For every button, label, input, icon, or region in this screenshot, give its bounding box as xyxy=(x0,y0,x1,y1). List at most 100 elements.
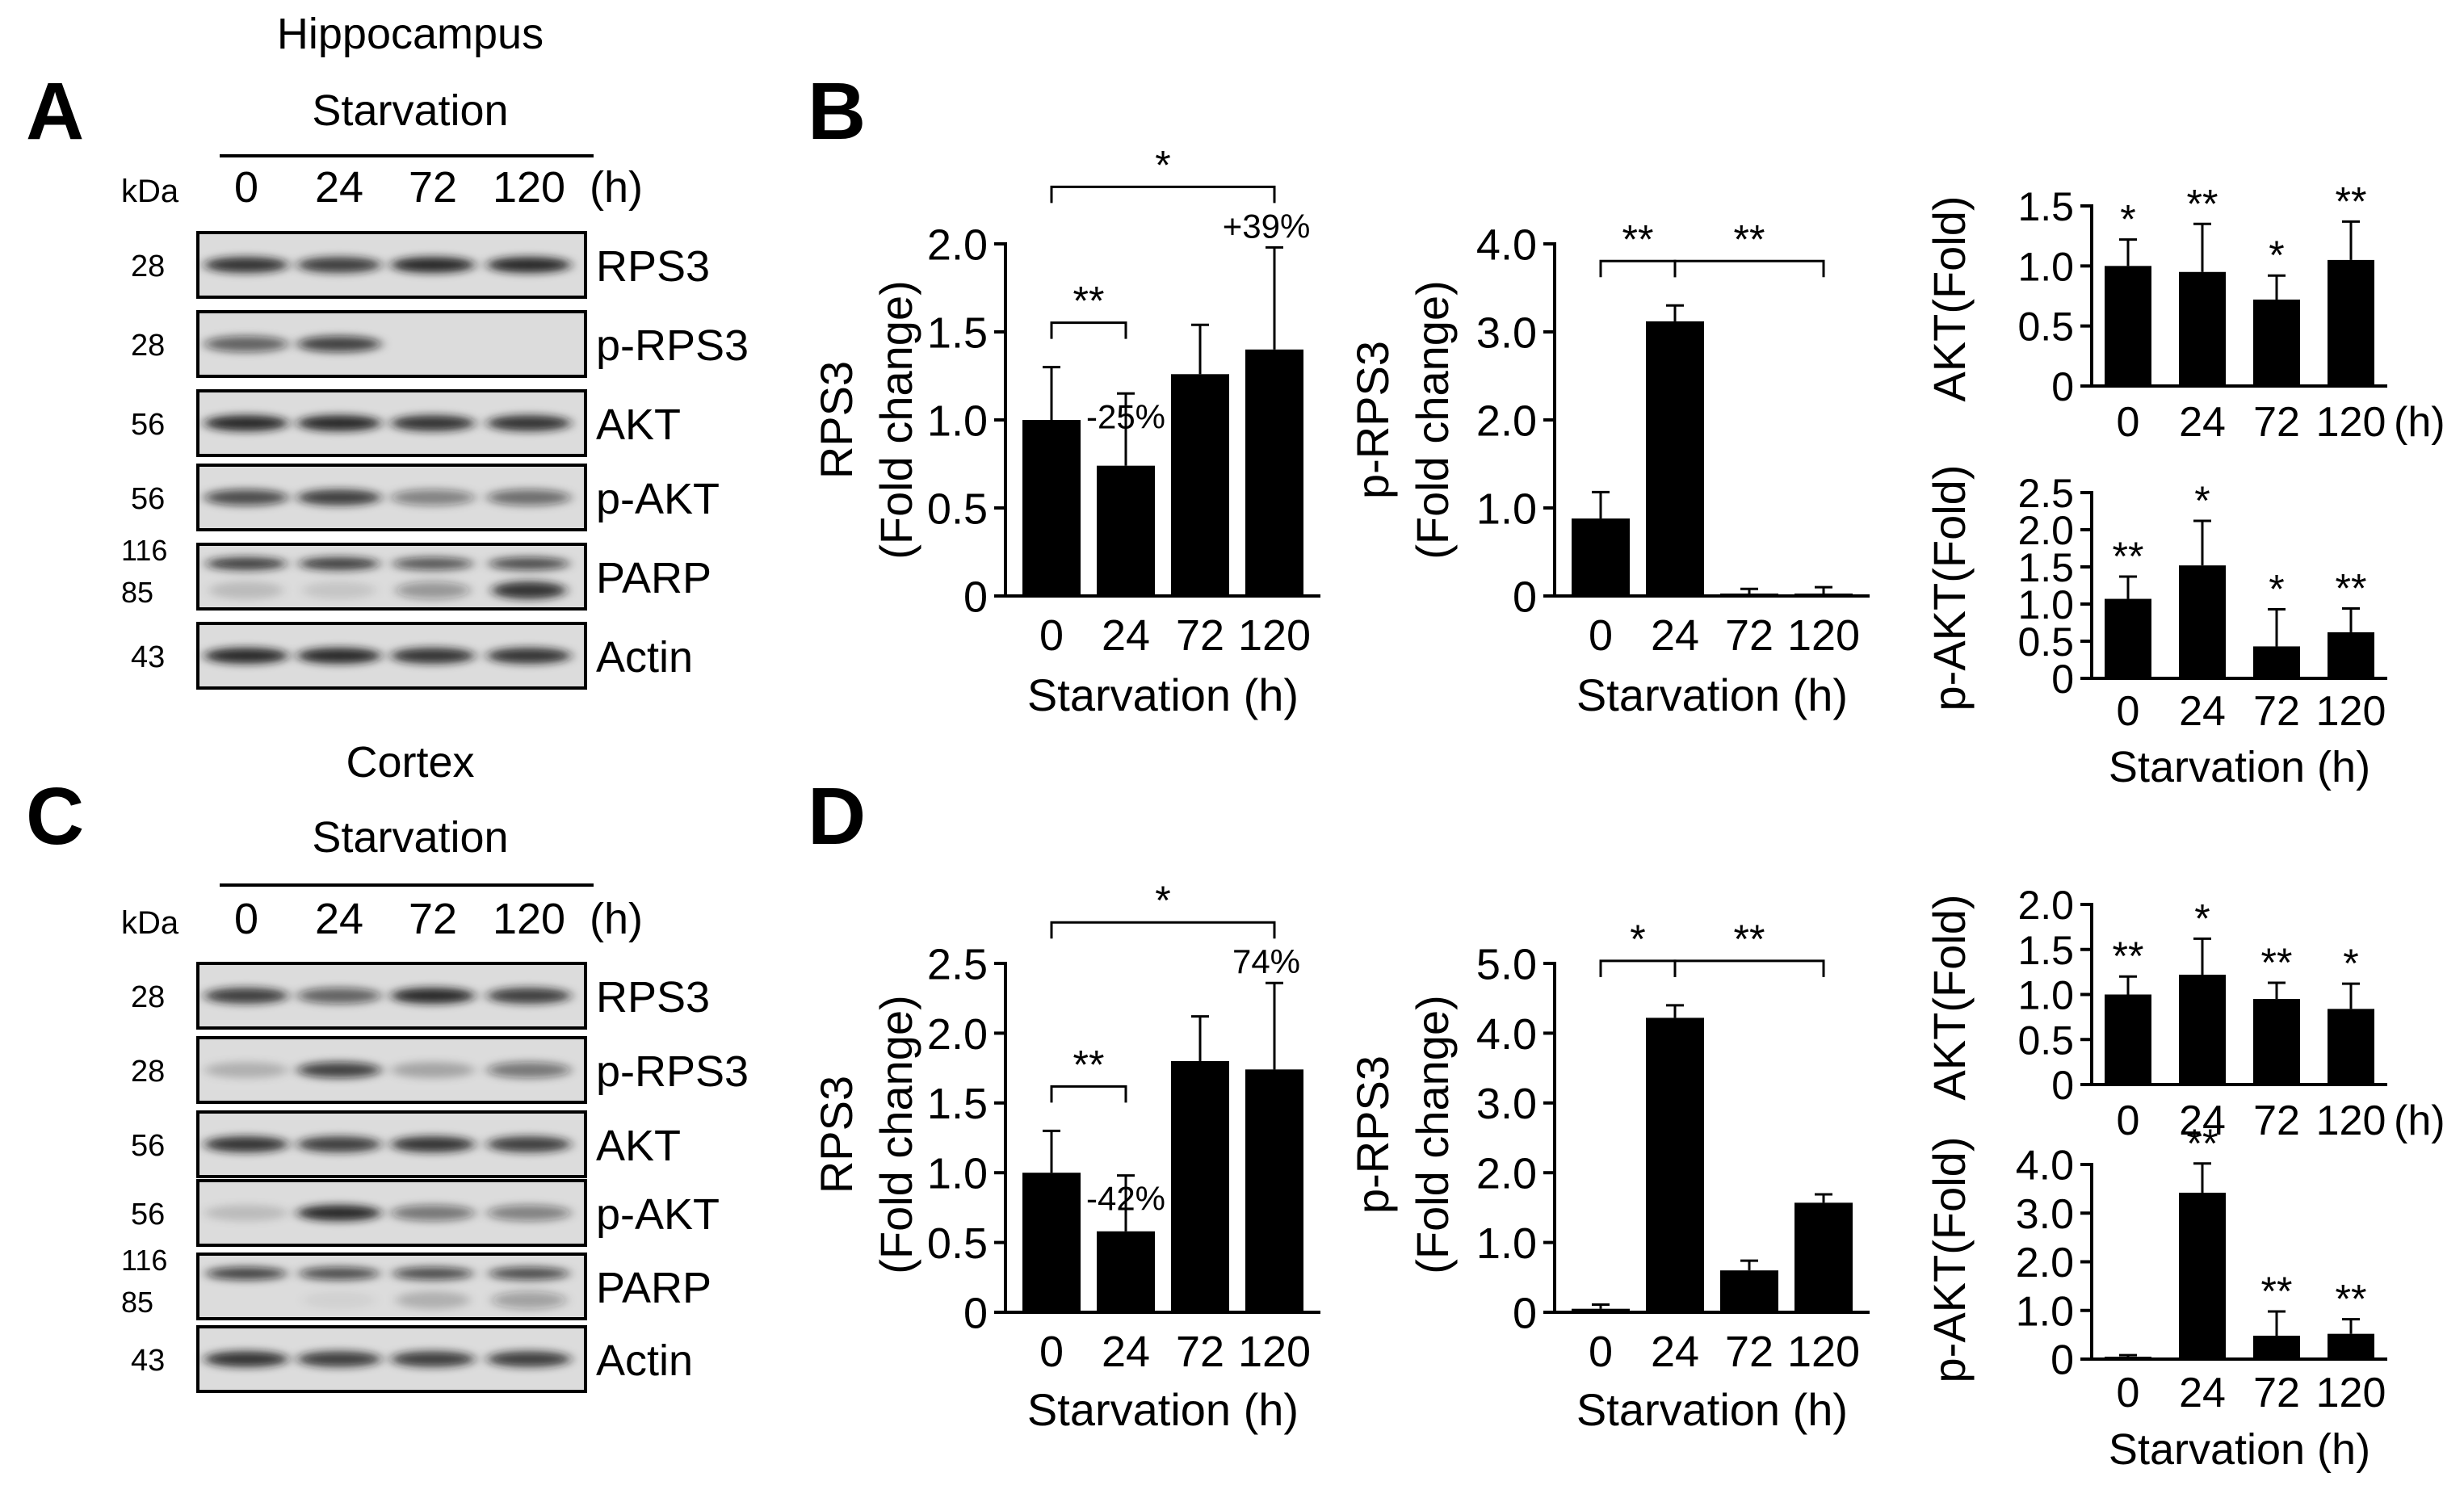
bar xyxy=(1572,518,1630,596)
bar xyxy=(2253,999,2300,1085)
blot-row-label: AKT xyxy=(596,401,681,449)
category-label: 24 xyxy=(1102,1328,1150,1376)
x-axis-title: Starvation (h) xyxy=(1027,1384,1299,1435)
category-label: 24 xyxy=(2179,399,2226,446)
category-label: 120 xyxy=(2316,399,2386,446)
category-label: 72 xyxy=(1725,1328,1773,1376)
y-tick-label: 0 xyxy=(2051,657,2074,702)
kda-marker: 43 xyxy=(131,640,165,674)
percent-change-label: +39% xyxy=(1223,207,1311,245)
y-axis-title: (Fold change) xyxy=(871,280,921,560)
protein-band xyxy=(391,1136,475,1152)
blot-row-label: p-AKT xyxy=(596,1190,720,1239)
protein-band xyxy=(297,489,381,506)
protein-band xyxy=(487,489,571,506)
lane-time-label: 72 xyxy=(409,163,457,212)
y-tick-label: 0 xyxy=(963,573,988,621)
protein-band xyxy=(204,648,288,664)
bar xyxy=(1572,1308,1630,1312)
kda-marker: 85 xyxy=(121,1286,153,1319)
bar xyxy=(2179,271,2226,386)
kda-marker: 56 xyxy=(131,408,165,442)
bar xyxy=(1097,1231,1155,1312)
kda-marker: 56 xyxy=(131,1129,165,1163)
significance-marker: * xyxy=(2343,941,2358,986)
bar-chart-b-rps3: 0 0.5 1.0 1.5 2.0 0 24 72 120 Starvation (h) RPS3(… xyxy=(811,142,1320,720)
bracket-significance-marker: ** xyxy=(1073,1042,1105,1087)
y-tick-label: 0 xyxy=(1513,573,1537,621)
protein-band xyxy=(487,1136,571,1152)
protein-band xyxy=(204,1062,288,1078)
protein-band xyxy=(204,489,288,506)
lane-time-label: 72 xyxy=(409,895,457,943)
protein-band xyxy=(487,415,571,431)
bar xyxy=(2105,994,2151,1085)
cleaved-band xyxy=(492,581,566,599)
bar-chart-d-prps3: 0 1.0 2.0 3.0 4.0 5.0 0 24 72 120 Starvation (h) p-… xyxy=(1347,917,1870,1435)
y-tick-label: 1.5 xyxy=(2017,545,2074,590)
y-tick-label: 1.5 xyxy=(2017,928,2074,973)
bar-chart-d-rps3: 0 0.5 1.0 1.5 2.0 2.5 0 24 72 120 Starvation (h) RP… xyxy=(811,878,1320,1435)
x-axis-title: Starvation (h) xyxy=(1576,669,1848,720)
category-label: 120 xyxy=(1787,611,1860,660)
significance-bracket xyxy=(1673,259,1825,278)
protein-band xyxy=(204,988,288,1004)
y-tick-label: 1.0 xyxy=(1476,1219,1537,1268)
significance-marker: * xyxy=(2194,478,2210,523)
protein-band xyxy=(204,1136,288,1152)
bar xyxy=(2253,646,2300,678)
kda-marker: 116 xyxy=(121,1244,167,1277)
y-tick-label: 1.0 xyxy=(2017,582,2074,627)
cleaved-band xyxy=(396,1291,470,1309)
significance-bracket xyxy=(1050,921,1276,939)
y-axis-title: RPS3 xyxy=(811,1076,862,1194)
western-blot-cortex: Cortex Starvation kDa 0 24 72 120 (h) 28 RPS3 28 p-… xyxy=(121,738,749,1393)
y-tick-label: 0 xyxy=(2051,364,2074,409)
y-tick-label: 2.0 xyxy=(2017,883,2074,928)
protein-band xyxy=(391,489,475,506)
category-label: 24 xyxy=(1102,611,1150,660)
protein-band xyxy=(489,1267,569,1280)
y-axis-title: AKT(Fold) xyxy=(1924,195,1975,401)
significance-marker: ** xyxy=(2336,178,2367,224)
bracket-significance-marker: ** xyxy=(1734,917,1765,962)
blot-row-label: RPS3 xyxy=(596,242,710,291)
category-label: 72 xyxy=(1725,611,1773,660)
y-tick-label: 0 xyxy=(2051,1337,2074,1384)
bar-chart-b-akt: 0 0.5 1.0 1.5 0 * 24 ** 72 * 120 ** (h) AKT(Fold) xyxy=(1924,178,2445,446)
y-tick-label: 3.0 xyxy=(2016,1191,2074,1238)
bar xyxy=(1646,1018,1704,1312)
time-unit-label: (h) xyxy=(590,895,643,943)
bar xyxy=(1794,1202,1853,1312)
bar xyxy=(1794,594,1853,596)
percent-change-label: 74% xyxy=(1232,942,1300,980)
blot-row-label: p-AKT xyxy=(596,475,720,523)
lane-time-label: 120 xyxy=(493,163,565,212)
protein-band xyxy=(489,557,569,570)
category-label: 24 xyxy=(1651,611,1699,660)
bracket-significance-marker: * xyxy=(1155,878,1170,923)
y-axis-title: p-AKT(Fold) xyxy=(1924,1137,1975,1383)
protein-band xyxy=(204,336,288,352)
category-label: 24 xyxy=(2179,1370,2226,1416)
category-label: 120 xyxy=(1787,1328,1860,1376)
protein-band xyxy=(204,1351,288,1367)
y-axis-title: p-RPS3 xyxy=(1347,341,1398,499)
protein-band xyxy=(206,1267,287,1280)
protein-band xyxy=(299,557,380,570)
significance-marker: ** xyxy=(2261,940,2293,985)
lane-time-label: 0 xyxy=(234,895,258,943)
western-blot-hippocampus: Hippocampus Starvation kDa 0 24 72 120 (h) 28 RPS… xyxy=(121,10,749,690)
blot-treatment-label: Starvation xyxy=(312,86,508,135)
category-label: 0 xyxy=(2117,399,2140,446)
y-tick-label: 2.0 xyxy=(1476,1150,1537,1198)
bar xyxy=(1171,374,1229,596)
protein-band xyxy=(297,1136,381,1152)
cleaved-band xyxy=(492,1291,566,1309)
lane-time-label: 120 xyxy=(493,895,565,943)
y-tick-label: 1.0 xyxy=(1476,485,1537,533)
blot-row-label: RPS3 xyxy=(596,973,710,1022)
category-label: 72 xyxy=(2253,688,2300,735)
bar xyxy=(1171,1060,1229,1312)
protein-band xyxy=(204,1205,288,1221)
